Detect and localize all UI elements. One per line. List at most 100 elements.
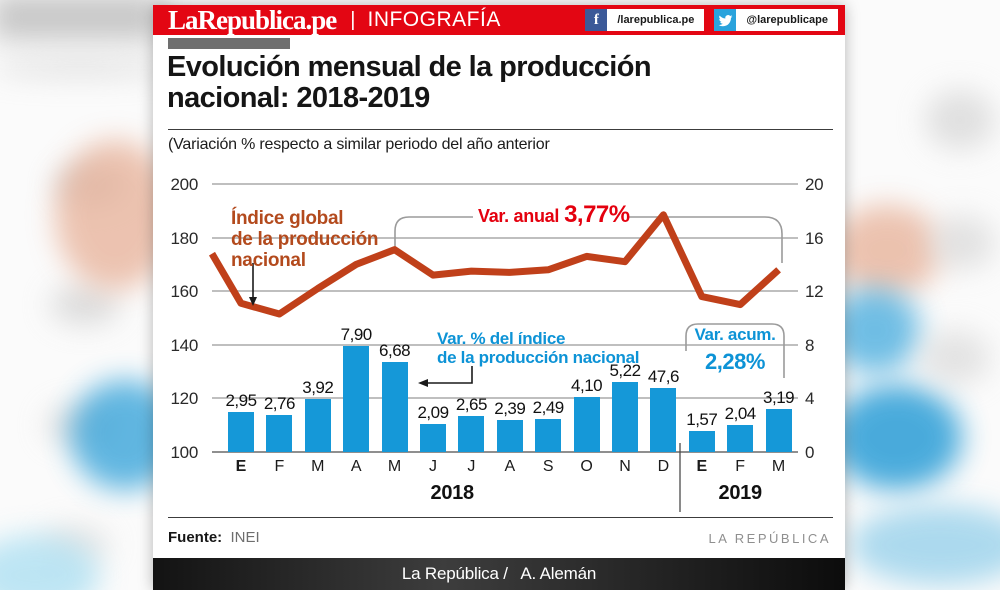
accumulated-variation-value: 2,28% (705, 349, 765, 374)
twitter-badge[interactable]: @larepublicape (714, 9, 838, 31)
month-label: F (735, 458, 746, 475)
social-badges: f /larepublica.pe @larepublicape (585, 9, 838, 31)
bar-series-label: Var. % del índice de la producción nacio… (437, 329, 640, 367)
bar-value-label: 2,76 (263, 394, 296, 414)
title-divider (168, 129, 833, 130)
bar-N-10 (612, 382, 638, 452)
bar-O-9 (573, 397, 600, 452)
left-axis-tick: 180 (170, 228, 199, 248)
bar-S-8 (535, 418, 562, 452)
page-title: Evolución mensual de la producción nacio… (167, 52, 827, 114)
left-axis-tick: 200 (170, 175, 199, 194)
masthead-separator: | (350, 8, 356, 31)
annual-bracket-left (394, 216, 473, 251)
right-axis-tick: 8 (805, 335, 815, 355)
year-label: 2019 (718, 482, 763, 504)
production-chart: 200 20 180 16 160 12 140 8 120 4 100 0 2,95 E 2,76 F 3,9… (153, 5, 845, 590)
bar-F-13 (727, 424, 754, 452)
bar-value-label: 5,22 (609, 361, 641, 381)
bar-J-6 (458, 416, 485, 452)
bars-label-arrowhead (418, 379, 428, 387)
bar-value-label: 2,39 (494, 398, 526, 418)
bar-M-14 (765, 409, 792, 452)
gridline (212, 397, 798, 400)
bar-value-label: 2,65 (455, 395, 488, 415)
month-label: E (696, 458, 708, 475)
bar-value-label: 1,57 (686, 409, 718, 429)
bar-value-label: 2,95 (225, 391, 257, 411)
chart-subtitle: (Variación % respecto a similar periodo … (168, 136, 550, 153)
gridline (212, 290, 798, 293)
bar-E-0 (228, 412, 254, 452)
bar-E-12 (688, 430, 715, 452)
section-label: INFOGRAFÍA (367, 8, 501, 31)
bar-M-4 (381, 362, 408, 452)
bar-value-label: 6,68 (379, 341, 411, 361)
bar-value-label: 47,6 (647, 367, 680, 387)
month-label: J (429, 458, 437, 475)
title-line-1: Evolución mensual de la producción (167, 51, 652, 83)
right-axis-tick: 4 (805, 389, 815, 409)
left-axis-tick: 140 (170, 335, 199, 355)
month-label: S (542, 458, 554, 475)
credit-bar: La República / A. Alemán (153, 558, 845, 590)
bar-F-1 (266, 415, 293, 452)
acum-bracket (685, 323, 785, 378)
brand-watermark: LA REPÚBLICA (708, 531, 831, 546)
left-axis-tick: 120 (170, 389, 199, 409)
accumulated-variation-label: Var. acum. (694, 325, 776, 344)
twitter-icon (714, 9, 737, 31)
annual-bracket-right (627, 216, 783, 263)
month-label: F (274, 458, 285, 475)
bar-A-3 (343, 346, 370, 452)
bar-value-label: 2,49 (532, 397, 565, 417)
month-label: A (504, 458, 516, 475)
right-axis-tick: 12 (805, 282, 824, 302)
bar-M-2 (304, 399, 331, 452)
gridline (212, 236, 798, 239)
bar-value-label: 4,10 (571, 376, 603, 396)
left-axis-tick: 100 (170, 443, 199, 462)
year-label: 2018 (430, 482, 475, 504)
bar-value-label: 3,19 (763, 388, 795, 408)
bar-value-label: 7,90 (340, 325, 373, 345)
month-label: N (619, 458, 631, 475)
accumulated-variation-annotation: Var. acum. 2,28% (686, 325, 784, 375)
twitter-handle: @larepublicape (746, 14, 828, 26)
facebook-icon: f (585, 9, 608, 31)
right-axis-tick: 20 (805, 175, 824, 194)
infographic-card: LaRepublica.pe | INFOGRAFÍA f /larepubli… (153, 5, 845, 590)
bar-value-label: 2,09 (417, 402, 449, 422)
bar-D-11 (650, 388, 677, 452)
month-label: A (350, 458, 362, 475)
annual-variation-annotation: Var. anual 3,77% (478, 201, 630, 229)
line-label-arrowhead (249, 297, 257, 306)
source-label: Fuente: (168, 529, 223, 546)
title-line-2: nacional: 2018-2019 (167, 82, 430, 114)
gridline (212, 451, 798, 453)
decorative-gray-bar (168, 38, 290, 49)
month-label: M (311, 458, 325, 475)
facebook-badge[interactable]: f /larepublica.pe (585, 9, 705, 31)
masthead-bar: LaRepublica.pe | INFOGRAFÍA f /larepubli… (153, 5, 845, 35)
bar-J-5 (420, 423, 446, 452)
month-label: D (657, 458, 670, 475)
month-label: O (580, 458, 593, 475)
newspaper-logo: LaRepublica.pe (168, 5, 337, 35)
right-axis-tick: 0 (805, 443, 815, 462)
footer-divider (168, 517, 833, 518)
gridline (212, 343, 798, 346)
month-label: M (771, 458, 786, 475)
bar-A-7 (496, 419, 523, 452)
bars-label-arrow (425, 366, 473, 384)
month-label: J (467, 458, 476, 475)
source-note: Fuente: INEI (168, 529, 260, 546)
left-axis-tick: 160 (170, 282, 199, 302)
month-label: E (235, 458, 247, 475)
credit-text: La República / A. Alemán (401, 564, 597, 583)
bar-value-label: 2,04 (724, 403, 757, 423)
annual-variation-label: Var. anual (478, 206, 560, 226)
line-series-label: Índice global de la producción nacional (231, 208, 379, 271)
bar-value-label: 3,92 (302, 378, 334, 398)
